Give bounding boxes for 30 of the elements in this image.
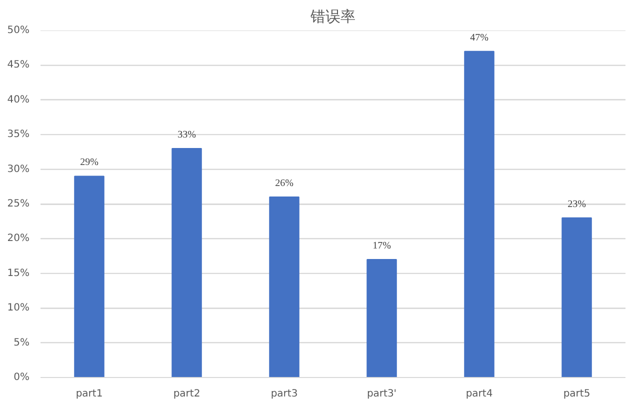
bar <box>74 176 104 378</box>
data-label: 17% <box>372 240 391 252</box>
y-tick-label: 40% <box>7 94 30 106</box>
y-tick-label: 15% <box>7 268 30 279</box>
y-tick-label: 5% <box>14 337 30 348</box>
bar <box>366 259 397 378</box>
bar <box>172 148 202 378</box>
bar <box>562 217 592 378</box>
data-label: 26% <box>275 178 294 190</box>
y-tick-label: 45% <box>7 60 30 71</box>
y-tick-label: 0% <box>14 372 30 383</box>
data-label: 33% <box>178 129 196 140</box>
x-tick-label: part1 <box>76 388 103 400</box>
x-tick-label: part2 <box>173 388 200 400</box>
data-label: 29% <box>80 157 98 168</box>
data-label: 47% <box>470 32 488 44</box>
x-tick-label: part5 <box>563 388 590 400</box>
chart-title: 错误率 <box>310 8 356 26</box>
y-tick-label: 25% <box>7 198 30 210</box>
y-tick-label: 20% <box>7 233 30 244</box>
bar <box>269 196 300 378</box>
y-tick-label: 30% <box>7 164 30 175</box>
bar <box>464 50 494 378</box>
data-label: 23% <box>568 198 586 210</box>
y-tick-label: 50% <box>7 25 30 36</box>
x-tick-label: part3 <box>270 388 298 400</box>
x-tick-label: part4 <box>466 388 493 400</box>
y-tick-label: 10% <box>7 302 30 314</box>
x-tick-label: part3' <box>366 388 397 400</box>
y-tick-label: 35% <box>7 129 30 140</box>
